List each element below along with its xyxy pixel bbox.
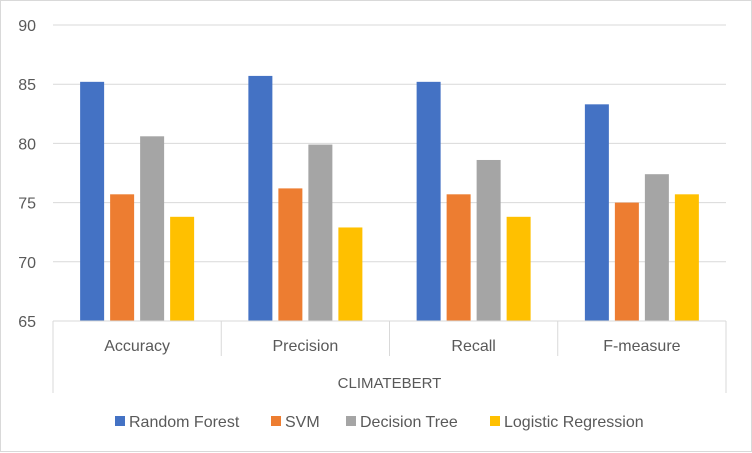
legend-label: Decision Tree bbox=[360, 414, 458, 431]
legend-swatch bbox=[346, 416, 356, 426]
x-tick-label: Precision bbox=[272, 338, 338, 355]
x-axis: Accuracy Precision Recall F-measure CLIMATEB… bbox=[52, 320, 727, 393]
bar-svm-recall bbox=[446, 194, 471, 321]
bar-random-forest-accuracy bbox=[80, 81, 105, 321]
x-tick-label: Accuracy bbox=[104, 338, 170, 355]
bars bbox=[80, 75, 699, 321]
bar-logistic-regression-recall bbox=[506, 216, 531, 321]
y-tick-label: 65 bbox=[18, 314, 36, 331]
legend-label: SVM bbox=[285, 414, 320, 431]
bar-decision-tree-precision bbox=[308, 144, 333, 321]
legend-label: Random Forest bbox=[129, 414, 240, 431]
bar-logistic-regression-f-measure bbox=[674, 194, 699, 321]
bar-decision-tree-recall bbox=[476, 159, 501, 321]
y-tick-label: 80 bbox=[18, 136, 36, 153]
bar-logistic-regression-precision bbox=[338, 227, 363, 321]
y-tick-label: 90 bbox=[18, 18, 36, 35]
x-tick-label: Recall bbox=[451, 338, 495, 355]
bar-logistic-regression-accuracy bbox=[170, 216, 195, 321]
bar-random-forest-f-measure bbox=[584, 104, 609, 321]
bar-random-forest-recall bbox=[416, 81, 441, 321]
legend: Random Forest SVM Decision Tree Logistic Re… bbox=[115, 414, 644, 431]
bar-svm-accuracy bbox=[110, 194, 135, 321]
bar-svm-f-measure bbox=[614, 202, 639, 321]
x-tick-label: F-measure bbox=[603, 338, 680, 355]
y-tick-label: 70 bbox=[18, 255, 36, 272]
legend-swatch bbox=[115, 416, 125, 426]
bar-decision-tree-accuracy bbox=[140, 136, 165, 321]
y-tick-label: 85 bbox=[18, 77, 36, 94]
legend-swatch bbox=[271, 416, 281, 426]
bar-random-forest-precision bbox=[248, 75, 273, 321]
y-axis-ticks: 65 70 75 80 85 90 bbox=[18, 18, 36, 331]
bar-decision-tree-f-measure bbox=[644, 174, 669, 321]
legend-swatch bbox=[490, 416, 500, 426]
bar-svm-precision bbox=[278, 188, 303, 321]
y-tick-label: 75 bbox=[18, 196, 36, 213]
group-label: CLIMATEBERT bbox=[338, 375, 442, 392]
legend-label: Logistic Regression bbox=[504, 414, 644, 431]
